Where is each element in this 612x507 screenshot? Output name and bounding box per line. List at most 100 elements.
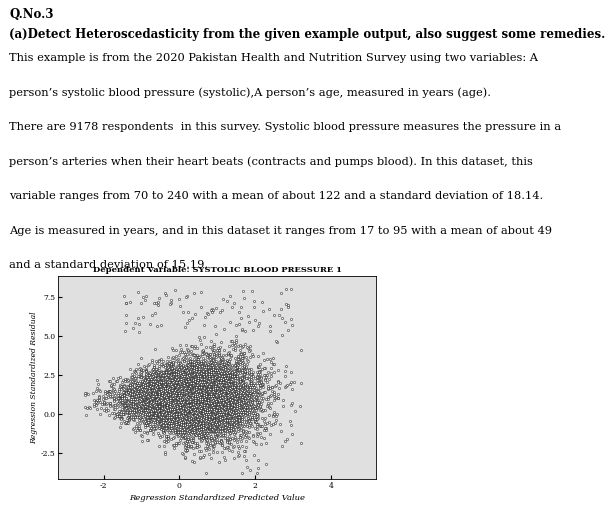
Point — [252, 404, 261, 412]
Point — [128, 405, 138, 413]
Point — [204, 396, 214, 404]
Point — [183, 368, 193, 376]
Point — [206, 391, 216, 400]
Point — [138, 409, 148, 417]
Point — [188, 418, 198, 426]
Point — [173, 415, 183, 423]
Point — [197, 407, 207, 415]
Point — [185, 394, 195, 403]
Point — [152, 376, 162, 384]
Point — [193, 409, 203, 417]
Point — [181, 382, 191, 390]
Point — [172, 402, 182, 410]
Point — [254, 373, 264, 381]
Point — [257, 407, 267, 415]
Point — [176, 395, 185, 404]
Point — [193, 353, 203, 361]
Point — [207, 399, 217, 407]
Point — [151, 421, 160, 429]
Point — [199, 400, 209, 408]
Point — [237, 325, 247, 333]
Point — [212, 429, 222, 438]
Point — [158, 395, 168, 404]
Point — [173, 381, 183, 389]
Point — [207, 412, 217, 420]
Point — [192, 354, 202, 363]
Point — [150, 372, 160, 380]
Point — [185, 382, 195, 390]
Point — [252, 393, 262, 402]
Point — [193, 413, 203, 421]
Point — [157, 412, 166, 420]
Point — [137, 388, 147, 396]
Point — [118, 400, 128, 408]
Point — [192, 403, 201, 411]
Point — [230, 394, 240, 403]
Point — [143, 406, 153, 414]
Point — [179, 401, 188, 409]
Point — [182, 397, 192, 406]
Point — [116, 408, 126, 416]
Point — [203, 365, 213, 373]
Point — [237, 359, 247, 367]
Point — [162, 387, 171, 395]
Point — [159, 400, 168, 408]
Point — [151, 392, 161, 400]
Point — [196, 412, 206, 420]
Point — [219, 325, 229, 334]
Point — [156, 414, 166, 422]
Point — [235, 401, 245, 409]
Point — [143, 421, 152, 429]
Point — [122, 404, 132, 412]
Point — [181, 361, 190, 370]
Point — [226, 377, 236, 385]
Point — [146, 422, 155, 430]
Point — [127, 381, 137, 389]
Point — [209, 383, 219, 391]
Point — [245, 387, 255, 395]
Point — [121, 406, 130, 414]
Point — [199, 363, 209, 371]
Point — [224, 406, 234, 414]
Point — [190, 367, 200, 375]
Point — [203, 426, 213, 434]
Point — [213, 387, 223, 395]
Point — [218, 386, 228, 394]
Point — [154, 378, 163, 386]
Point — [286, 401, 296, 409]
Point — [144, 389, 154, 397]
Point — [211, 359, 220, 368]
Point — [181, 389, 190, 397]
Point — [161, 391, 171, 400]
Point — [180, 420, 190, 428]
Point — [202, 437, 212, 445]
Point — [151, 390, 160, 398]
Point — [201, 412, 211, 420]
Point — [201, 382, 211, 390]
Point — [206, 380, 215, 388]
Point — [211, 397, 221, 405]
Point — [230, 360, 240, 369]
Point — [212, 396, 222, 405]
Point — [174, 374, 184, 382]
Point — [200, 389, 209, 397]
Point — [203, 384, 213, 392]
Point — [217, 389, 226, 397]
Point — [178, 393, 188, 401]
Point — [226, 376, 236, 384]
Point — [197, 400, 207, 408]
Point — [179, 389, 188, 397]
Point — [162, 398, 172, 406]
Point — [127, 390, 136, 398]
Point — [173, 408, 183, 416]
Point — [162, 432, 171, 440]
Point — [271, 393, 281, 402]
Point — [207, 355, 217, 363]
Point — [106, 388, 116, 396]
Point — [187, 398, 196, 406]
Point — [165, 402, 174, 410]
Point — [127, 376, 136, 384]
Point — [193, 384, 203, 392]
Point — [195, 454, 204, 462]
Point — [207, 345, 217, 353]
